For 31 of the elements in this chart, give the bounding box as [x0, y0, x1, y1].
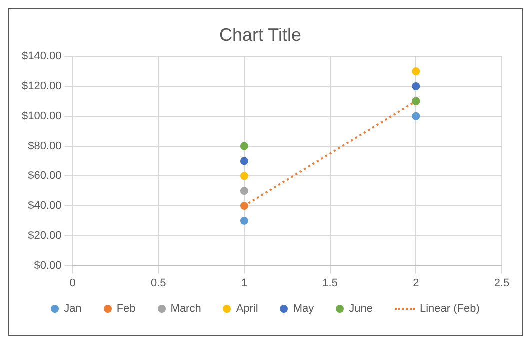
y-tick-label: $0.00: [34, 260, 62, 272]
point: [240, 142, 248, 150]
x-tick-label: 1: [241, 277, 248, 290]
legend-label: April: [236, 303, 258, 315]
x-tick-label: 0.5: [150, 277, 166, 290]
point: [240, 172, 248, 180]
point: [412, 68, 420, 76]
y-tick-label: $60.00: [28, 170, 62, 182]
y-tick-label: $140.00: [22, 50, 62, 63]
legend-label: Jan: [64, 303, 82, 315]
point: [240, 187, 248, 196]
legend-label: May: [293, 303, 314, 315]
y-tick-label: $40.00: [28, 200, 62, 212]
x-tick-label: 2.5: [494, 277, 510, 290]
chart-title: Chart Title: [219, 24, 302, 45]
legend-label: March: [170, 303, 202, 315]
point: [240, 202, 248, 210]
legend-label: June: [349, 303, 373, 315]
point: [240, 157, 248, 166]
legend-label: Linear (Feb): [420, 303, 480, 315]
y-tick-label: $120.00: [22, 80, 62, 93]
y-tick-label: $20.00: [28, 230, 62, 242]
x-tick-label: 1.5: [322, 277, 338, 290]
point: [412, 112, 420, 120]
legend-label: Feb: [116, 303, 136, 315]
y-tick-label: $80.00: [28, 140, 62, 152]
x-tick-label: 2: [413, 277, 420, 290]
point: [412, 82, 420, 90]
point: [240, 216, 248, 225]
x-tick-label: 0: [70, 277, 76, 290]
y-tick-label: $100.00: [22, 110, 62, 122]
